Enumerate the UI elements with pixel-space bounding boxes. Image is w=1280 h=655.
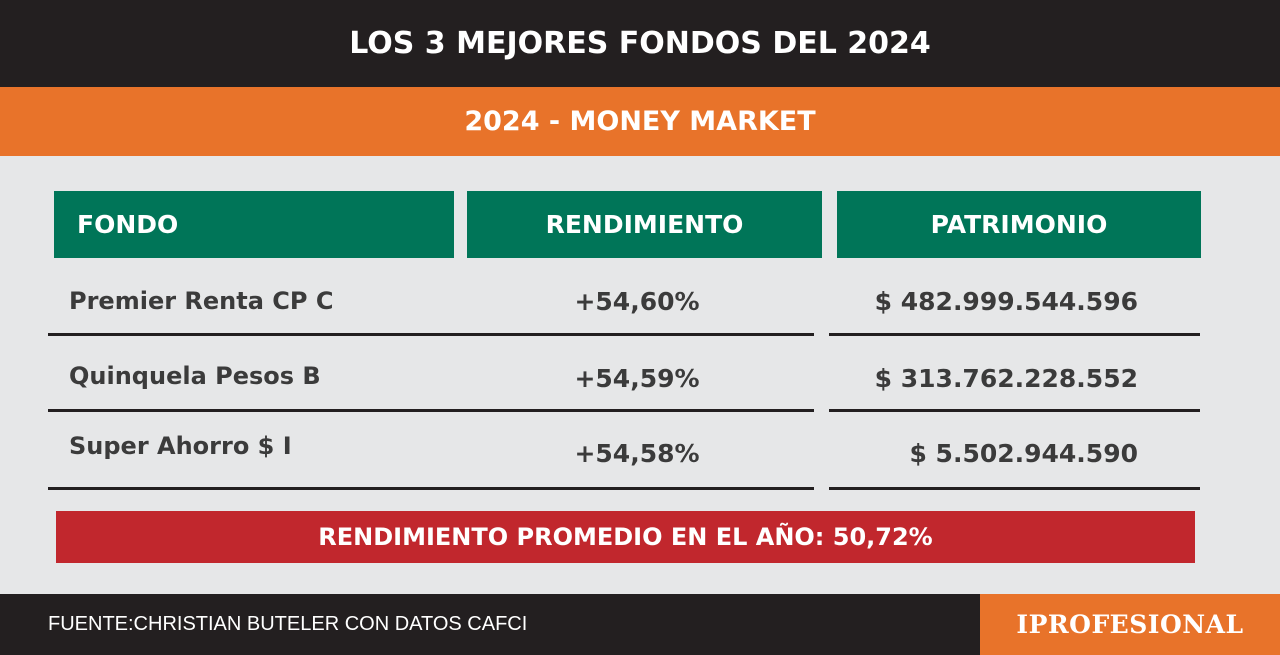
row-divider: [829, 487, 1200, 490]
source-footer: FUENTE:CHRISTIAN BUTELER CON DATOS CAFCI: [0, 594, 980, 655]
table-row-3-fondo: Super Ahorro $ I: [69, 432, 292, 460]
page-subtitle: 2024 - MONEY MARKET: [0, 87, 1280, 156]
table-row-1-patrimonio: $ 482.999.544.596: [874, 287, 1138, 316]
table-row-2-fondo: Quinquela Pesos B: [69, 362, 321, 390]
row-divider: [829, 333, 1200, 336]
table-row-2-rendimiento: +54,59%: [574, 364, 700, 393]
table-row-1-rendimiento: +54,60%: [574, 287, 700, 316]
row-divider: [48, 333, 814, 336]
table-row-1-fondo: Premier Renta CP C: [69, 287, 334, 315]
page-title: LOS 3 MEJORES FONDOS DEL 2024: [0, 0, 1280, 87]
table-row-2-patrimonio: $ 313.762.228.552: [874, 364, 1138, 393]
column-header-patrimonio: PATRIMONIO: [837, 191, 1201, 258]
row-divider: [829, 409, 1200, 412]
column-header-rendimiento: RENDIMIENTO: [467, 191, 822, 258]
row-divider: [48, 409, 814, 412]
row-divider: [48, 487, 814, 490]
table-row-3-patrimonio: $ 5.502.944.590: [909, 439, 1138, 468]
average-return-banner: RENDIMIENTO PROMEDIO EN EL AÑO: 50,72%: [56, 511, 1195, 563]
table-row-3-rendimiento: +54,58%: [574, 439, 700, 468]
column-header-fondo: FONDO: [54, 191, 454, 258]
brand-logo: IPROFESIONAL: [980, 594, 1280, 655]
